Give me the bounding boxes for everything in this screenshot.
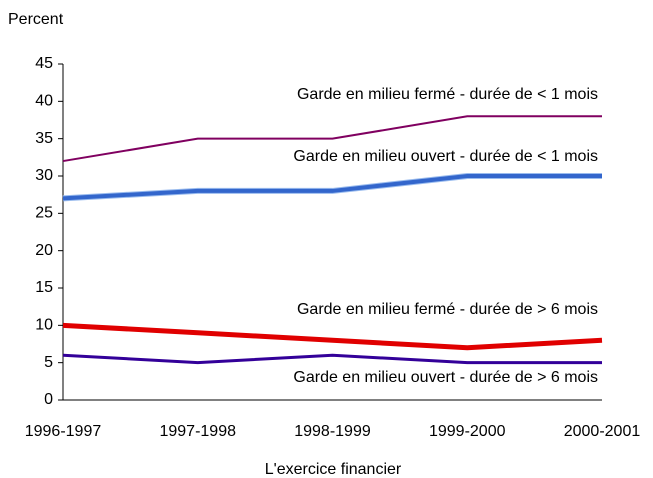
series-label: Garde en milieu fermé - durée de < 1 moi…: [297, 86, 598, 103]
series-line: [62, 115, 602, 163]
y-tick-label: 0: [44, 391, 53, 408]
y-tick-label: 25: [35, 205, 53, 222]
x-tick-label: 1998-1999: [294, 423, 371, 440]
series-label: Garde en milieu fermé - durée de > 6 moi…: [297, 301, 598, 318]
series-line: [62, 174, 602, 201]
series-line: [62, 322, 603, 351]
y-axis-title: Percent: [8, 11, 64, 28]
x-tick-label: 2000-2001: [564, 423, 641, 440]
y-tick-label: 10: [35, 317, 53, 334]
y-tick-label: 20: [35, 242, 53, 259]
series-line: [62, 353, 602, 365]
y-tick-label: 40: [35, 93, 53, 110]
x-axis-title: L'exercice financier: [265, 461, 402, 478]
x-tick-label: 1996-1997: [25, 423, 102, 440]
y-tick-label: 15: [35, 279, 53, 296]
x-tick-label: 1999-2000: [429, 423, 506, 440]
series-label: Garde en milieu ouvert - durée de < 1 mo…: [293, 148, 598, 165]
y-tick-label: 5: [44, 354, 53, 371]
y-tick-label: 45: [35, 55, 53, 72]
y-tick-label: 30: [35, 167, 53, 184]
y-tick-label: 35: [35, 130, 53, 147]
series-label: Garde en milieu ouvert - durée de > 6 mo…: [293, 369, 598, 386]
x-tick-label: 1997-1998: [159, 423, 236, 440]
